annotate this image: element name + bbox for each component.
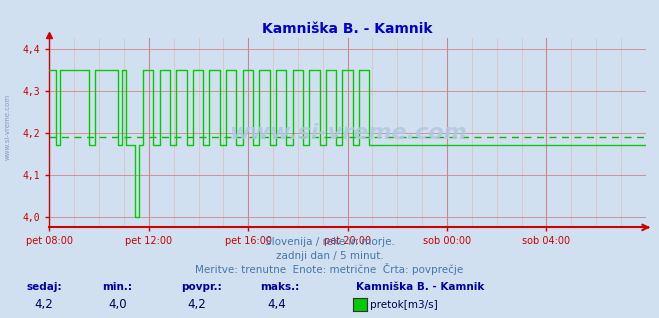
Text: 4,2: 4,2 <box>34 298 53 311</box>
Text: Kamniška B. - Kamnik: Kamniška B. - Kamnik <box>356 282 484 292</box>
Text: sedaj:: sedaj: <box>26 282 62 292</box>
Text: Slovenija / reke in morje.: Slovenija / reke in morje. <box>264 238 395 247</box>
Title: Kamniška B. - Kamnik: Kamniška B. - Kamnik <box>262 22 433 36</box>
Text: min.:: min.: <box>102 282 132 292</box>
Text: pretok[m3/s]: pretok[m3/s] <box>370 300 438 310</box>
Text: povpr.:: povpr.: <box>181 282 222 292</box>
Text: 4,2: 4,2 <box>188 298 206 311</box>
Text: www.si-vreme.com: www.si-vreme.com <box>229 123 467 143</box>
Text: 4,0: 4,0 <box>109 298 127 311</box>
Text: maks.:: maks.: <box>260 282 300 292</box>
Text: 4,4: 4,4 <box>267 298 285 311</box>
Text: www.si-vreme.com: www.si-vreme.com <box>5 94 11 160</box>
Text: zadnji dan / 5 minut.: zadnji dan / 5 minut. <box>275 251 384 261</box>
Text: Meritve: trenutne  Enote: metrične  Črta: povprečje: Meritve: trenutne Enote: metrične Črta: … <box>195 263 464 275</box>
